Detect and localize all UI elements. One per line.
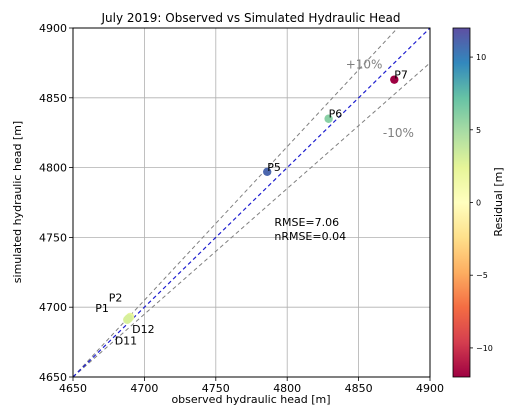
point-label-p2: P2 [109, 291, 123, 304]
x-axis-label: observed hydraulic head [m] [171, 393, 330, 406]
nrmse-text: nRMSE=0.04 [274, 230, 346, 243]
reference-lines [73, 28, 430, 377]
y-tick-label: 4750 [39, 231, 67, 244]
x-tick-label: 4650 [59, 382, 87, 395]
point-label-d12: D12 [132, 323, 154, 336]
y-axis-label: simulated hydraulic head [m] [11, 121, 24, 283]
colorbar-tick-label: 10 [476, 53, 486, 62]
y-tick-label: 4650 [39, 371, 67, 384]
colorbar-tick-label: −5 [476, 271, 488, 280]
x-tick-label: 4900 [416, 382, 444, 395]
point-label-p1: P1 [95, 302, 109, 315]
chart-title: July 2019: Observed vs Simulated Hydraul… [100, 11, 400, 25]
y-tick-label: 4700 [39, 301, 67, 314]
data-points [123, 75, 399, 324]
point-label-p6: P6 [329, 108, 343, 121]
point-label-p7: P7 [394, 69, 408, 82]
data-point-p6 [324, 114, 333, 123]
one-to-one-line [73, 28, 430, 377]
colorbar-ticks: 10 5 0 −5 −10 [470, 53, 493, 353]
data-point-d11 [124, 314, 133, 323]
y-axis-ticks: 4650 4700 4750 4800 4850 4900 [39, 22, 73, 384]
rmse-text: RMSE=7.06 [274, 216, 339, 229]
x-tick-label: 4700 [130, 382, 158, 395]
data-point-p5 [263, 167, 272, 176]
point-label-p5: P5 [267, 161, 281, 174]
x-axis-ticks: 4650 4700 4750 4800 4850 4900 [59, 377, 444, 395]
plus-10-label: +10% [346, 57, 383, 71]
colorbar-label: Residual [m] [492, 167, 505, 236]
colorbar [452, 27, 471, 378]
colorbar-tick-label: 0 [476, 199, 481, 208]
plus-10-line [73, 28, 399, 377]
minus-10-label: -10% [383, 126, 414, 140]
x-tick-label: 4800 [273, 382, 301, 395]
y-tick-label: 4900 [39, 22, 67, 35]
grid [72, 27, 431, 378]
plot-frame [72, 27, 431, 378]
colorbar-tick-label: −10 [476, 344, 493, 353]
point-label-d11: D11 [115, 334, 137, 347]
y-tick-label: 4800 [39, 162, 67, 175]
x-tick-label: 4850 [345, 382, 373, 395]
minus-10-line [73, 62, 430, 377]
colorbar-tick-label: 5 [476, 126, 481, 135]
data-point-p7 [390, 75, 399, 84]
x-tick-label: 4750 [202, 382, 230, 395]
y-tick-label: 4850 [39, 92, 67, 105]
